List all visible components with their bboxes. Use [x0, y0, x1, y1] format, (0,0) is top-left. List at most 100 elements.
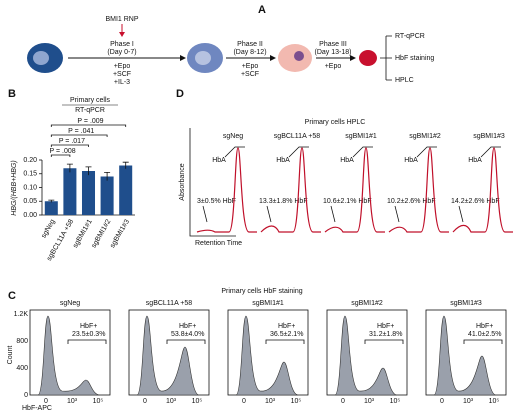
gate-label: HbF+ — [476, 323, 493, 330]
hplc-trace — [388, 147, 449, 233]
pointer — [394, 205, 400, 223]
p-value: P = .017 — [59, 138, 85, 145]
gate — [166, 339, 206, 344]
phase-days: (Day 8-12) — [233, 49, 266, 56]
peak-label: HbA — [404, 157, 418, 164]
peak-label: HbA — [276, 157, 290, 164]
error-bar — [85, 166, 92, 176]
x-tick-label: 10³ — [265, 398, 276, 405]
x-tick-label: 0 — [341, 398, 345, 405]
sample-name: sgBMI1#3 — [473, 133, 505, 140]
y-tick-label: 0 — [24, 392, 28, 399]
bracket — [50, 154, 71, 157]
x-tick-label: 0 — [44, 398, 48, 405]
x-tick-label: 10³ — [364, 398, 375, 405]
sample-name: sgBMI1#2 — [409, 133, 441, 140]
cell-diagram — [27, 24, 392, 81]
chart-subtitle: RT-qPCR — [75, 107, 105, 114]
phase-days: (Day 13-18) — [315, 49, 352, 56]
factor: +SCF — [113, 71, 131, 78]
gate-pct: 53.8±4.0% — [171, 331, 204, 338]
panel-label: B — [8, 88, 16, 100]
gate-pct: 23.5±0.3% — [72, 331, 105, 338]
sample-name: sgNeg — [60, 300, 80, 307]
x-tick-label: sgNeg — [40, 218, 56, 239]
panel-title: Primary cells HbF staining — [221, 288, 302, 295]
factor: +Epo — [325, 63, 342, 70]
gate-pct: 36.5±2.1% — [270, 331, 303, 338]
error-bar — [48, 199, 55, 203]
gate-label: HbF+ — [278, 323, 295, 330]
x-tick-label: 10³ — [166, 398, 177, 405]
sample-name: sgNeg — [223, 133, 243, 140]
phase-days: (Day 0-7) — [107, 49, 136, 56]
sample-name: sgBCL11A +58 — [146, 300, 192, 307]
x-tick-label: 10⁵ — [489, 398, 500, 405]
phase-name: Phase I — [110, 41, 134, 48]
gate-label: HbF+ — [80, 323, 97, 330]
x-axis-label: Retention Time — [195, 240, 242, 247]
bar — [100, 176, 114, 215]
axes — [189, 128, 236, 237]
output: HPLC — [395, 77, 414, 84]
y-tick-label: 0.15 — [23, 171, 37, 178]
panel-title: Primary cells HPLC — [305, 119, 366, 126]
gate-label: HbF+ — [377, 323, 394, 330]
x-tick-label: 10³ — [67, 398, 78, 405]
phase-name: Phase II — [237, 41, 263, 48]
output: RT-qPCR — [395, 33, 425, 40]
error-bar — [104, 171, 111, 181]
factor: +Epo — [242, 63, 259, 70]
x-tick-label: 10³ — [463, 398, 474, 405]
y-axis-label: Count — [7, 346, 14, 365]
peak-label: HbA — [340, 157, 354, 164]
rnp-label: BMI1 RNP — [105, 16, 138, 23]
hplc-trace — [324, 147, 385, 233]
sample-name: sgBMI1#1 — [345, 133, 377, 140]
gate — [463, 339, 503, 344]
y-tick-label: 400 — [16, 365, 28, 372]
hplc-trace — [452, 147, 513, 233]
pointer — [288, 146, 309, 158]
pointer — [202, 205, 208, 223]
y-tick-label: 0.00 — [23, 212, 37, 219]
pointer — [330, 205, 336, 223]
y-axis-label: Absorbance — [179, 163, 186, 200]
x-tick-label: 10⁵ — [93, 398, 104, 405]
panel-label: A — [258, 4, 266, 16]
bracket — [50, 144, 89, 147]
panel-label: C — [8, 290, 16, 302]
hbf-label: 14.2±2.6% HbF — [451, 198, 500, 205]
y-tick-label: 0.05 — [23, 198, 37, 205]
hbf-label: 10.6±2.1% HbF — [323, 198, 372, 205]
pointer — [480, 146, 501, 158]
sample-name: sgBMI1#3 — [450, 300, 482, 307]
pointer — [266, 205, 272, 223]
pointer — [224, 146, 245, 158]
bracket — [50, 134, 108, 137]
factor: +Epo — [114, 63, 131, 70]
bar — [44, 201, 58, 215]
error-bar — [122, 161, 129, 169]
gate-pct: 31.2±1.8% — [369, 331, 402, 338]
gate-pct: 41.0±2.5% — [468, 331, 501, 338]
hplc-trace — [260, 147, 321, 233]
sample-name: sgBMI1#2 — [351, 300, 383, 307]
x-tick-label: 0 — [143, 398, 147, 405]
pointer — [352, 146, 373, 158]
bracket — [50, 124, 127, 127]
hbf-label: 3±0.5% HbF — [197, 198, 236, 205]
error-bar — [66, 163, 73, 173]
x-tick-label: 10⁵ — [390, 398, 401, 405]
p-value: P = .041 — [68, 128, 94, 135]
x-tick-label: 0 — [440, 398, 444, 405]
peak-label: HbA — [212, 157, 226, 164]
pointer — [416, 146, 437, 158]
bar — [119, 165, 133, 215]
bar — [81, 171, 96, 215]
gate-label: HbF+ — [179, 323, 196, 330]
factor: +IL-3 — [114, 79, 130, 86]
y-axis-label: HBG/(HBB+HBG) — [11, 160, 18, 215]
y-tick-label: 0.20 — [23, 157, 37, 164]
